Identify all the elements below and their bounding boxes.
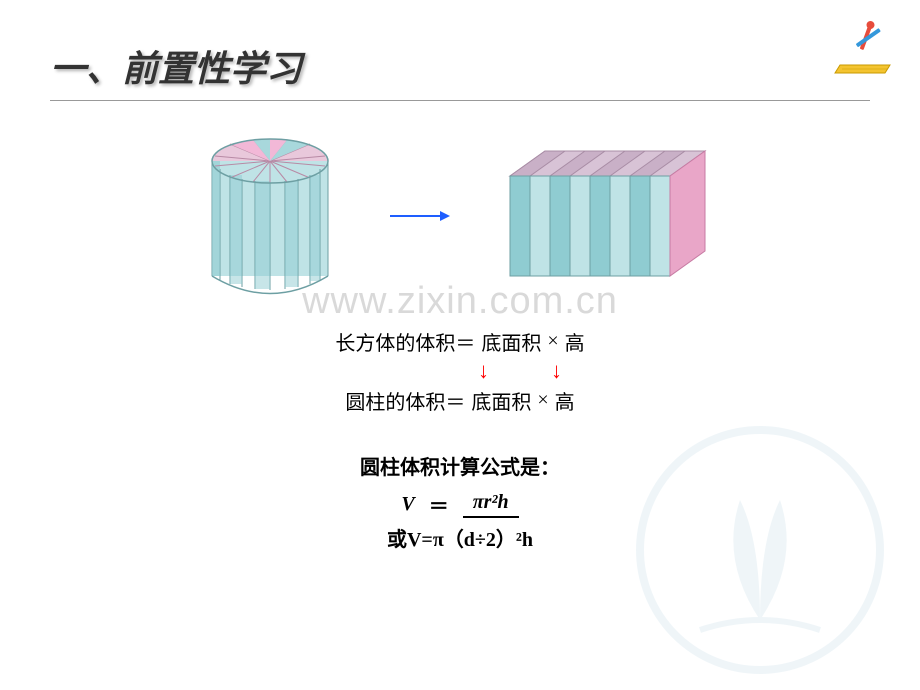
formula-eq-sign: ＝ xyxy=(429,490,449,519)
cylinder-label: 圆柱的体积＝ xyxy=(345,386,465,415)
down-arrow-icon: ↓ xyxy=(478,360,489,382)
formula-main: V ＝ πr²h xyxy=(401,490,518,519)
cylinder-op: × xyxy=(537,389,548,412)
cuboid-volume-line: 长方体的体积＝ 底面积 × 高 xyxy=(335,327,584,356)
tools-icon xyxy=(830,15,900,75)
cuboid-diagram xyxy=(495,141,725,291)
section-title: 一、前置性学习 xyxy=(50,40,870,92)
cuboid-base: 底面积 xyxy=(481,327,541,356)
cuboid-op: × xyxy=(547,330,558,353)
arrow-row: ↓ ↓ xyxy=(170,360,870,382)
cylinder-base: 底面积 xyxy=(471,386,531,415)
title-divider xyxy=(50,100,870,101)
cylinder-volume-line: 圆柱的体积＝ 底面积 × 高 xyxy=(345,386,574,415)
cylinder-height: 高 xyxy=(555,386,575,415)
formula-alt: 或V=π（d÷2）²h xyxy=(50,523,870,552)
cuboid-label: 长方体的体积＝ xyxy=(335,327,475,356)
diagram-row xyxy=(50,131,870,301)
cylinder-diagram xyxy=(195,131,345,301)
formula-rhs: πr²h xyxy=(463,491,519,518)
down-arrow-icon: ↓ xyxy=(551,360,562,382)
formula-section: 长方体的体积＝ 底面积 × 高 ↓ ↓ 圆柱的体积＝ 底面积 × 高 圆柱体积计… xyxy=(50,321,870,552)
arrow-icon xyxy=(385,206,455,226)
formula-v: V xyxy=(401,493,414,516)
cuboid-height: 高 xyxy=(565,327,585,356)
formula-title: 圆柱体积计算公式是： xyxy=(50,451,870,480)
